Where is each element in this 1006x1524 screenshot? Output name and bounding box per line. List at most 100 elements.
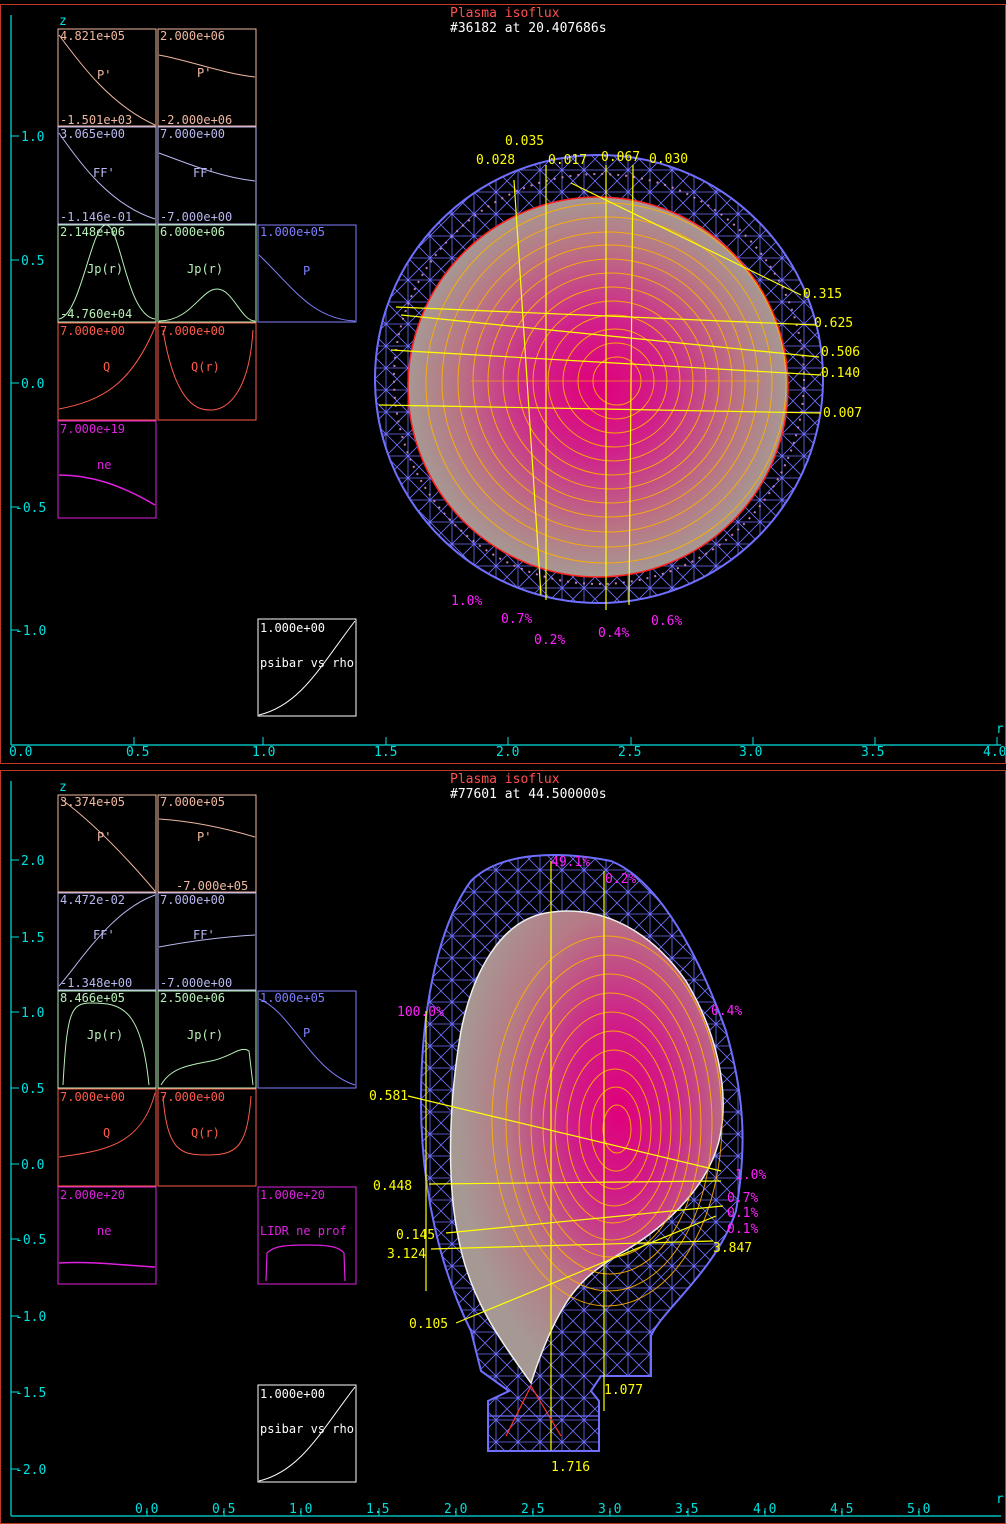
subplot-ffprime-b: 7.000e+00 FF' -7.000e+00: [157, 126, 257, 225]
subplot-max: 7.000e+00: [60, 1090, 125, 1104]
subplot-max: 2.000e+20: [60, 1188, 125, 1202]
y-tick-label: 1.5: [21, 931, 44, 946]
chord-label: 0.145: [396, 1228, 435, 1243]
subplot-ffprime-a: 4.472e-02 FF' -1.348e+00: [57, 892, 157, 991]
subplot-max: 6.000e+06: [160, 225, 225, 239]
percent-label: 0.6%: [651, 614, 682, 629]
y-tick-label: -1.0: [15, 624, 46, 639]
chord-labels: 0.035 0.028 0.017 0.067 0.030 0.315 0.62…: [476, 134, 862, 421]
subplot-label: Q: [103, 1126, 110, 1140]
shot-info: #77601 at 44.500000s: [450, 787, 607, 802]
subplot-label: LIDR ne prof: [260, 1224, 347, 1238]
y-tick-label: -1.0: [15, 1310, 46, 1325]
x-tick-label: 3.5: [675, 1502, 698, 1517]
subplot-label: Q(r): [191, 1126, 220, 1140]
x-tick-label: 2.5: [618, 745, 641, 760]
subplot-min: -7.000e+00: [160, 976, 232, 990]
plasma-cross-section-bottom: [407, 854, 744, 1452]
chord-labels: 0.581 0.448 0.145 3.124 0.105 3.847 1.07…: [369, 1089, 752, 1475]
x-tick-label: 0.5: [212, 1502, 235, 1517]
subplot-max: 3.065e+00: [60, 127, 125, 141]
subplot-pprime-a: 4.821e+05 P' -1.501e+03: [57, 28, 157, 127]
subplot-label: ne: [97, 1224, 111, 1238]
x-tick-label: 4.0: [753, 1502, 776, 1517]
percent-label: 0.4%: [598, 626, 629, 641]
y-tick-label: -2.0: [15, 1463, 46, 1478]
z-axis-label: z: [59, 780, 67, 795]
chord-label: 3.847: [713, 1241, 752, 1256]
x-tick-label: 0.5: [126, 745, 149, 760]
subplot-label: Q: [103, 360, 110, 374]
plasma-cross-section-top: [374, 154, 824, 610]
chord-label: 1.716: [551, 1460, 590, 1475]
percent-label: 0.7%: [727, 1191, 758, 1206]
percent-label: 0.1%: [727, 1222, 758, 1237]
x-tick-label: 3.5: [861, 745, 884, 760]
subplot-label: ne: [97, 458, 111, 472]
y-tick-label: 2.0: [21, 854, 44, 869]
subplot-label: Jp(r): [87, 262, 123, 276]
subplot-pprime-b: 7.000e+05 P' -7.000e+05: [157, 794, 257, 893]
percent-label: 0.2%: [534, 633, 565, 648]
subplot-label: P': [197, 830, 211, 844]
subplot-max: 1.000e+05: [260, 225, 325, 239]
x-tick-label: 1.5: [366, 1502, 389, 1517]
subplot-psibar: 1.000e+00 psibar vs rho: [257, 1384, 357, 1483]
subplot-label: P': [197, 66, 211, 80]
percent-label: 0.7%: [501, 612, 532, 627]
x-tick-label: 0.0: [135, 1502, 158, 1517]
x-tick-label: 3.0: [739, 745, 762, 760]
subplot-max: 4.472e-02: [60, 893, 125, 907]
subplot-jp-a: 8.466e+05 Jp(r): [57, 990, 157, 1089]
subplot-p: 1.000e+05 P: [257, 224, 357, 323]
percent-label: 49.1%: [551, 855, 590, 870]
percent-labels: 1.0% 0.7% 0.2% 0.4% 0.6%: [451, 594, 682, 648]
z-axis-label: z: [59, 14, 67, 29]
subplot-label: FF': [93, 928, 115, 942]
subplot-max: 2.000e+06: [160, 29, 225, 43]
subplot-jp-b: 2.500e+06 Jp(r): [157, 990, 257, 1089]
divertor: [487, 1384, 600, 1452]
subplot-psibar: 1.000e+00 psibar vs rho: [257, 618, 357, 717]
percent-label: 100.0%: [397, 1005, 444, 1020]
x-ticks: 0.0 0.5 1.0 1.5 2.0 2.5 3.0 3.5 4.0: [9, 737, 1005, 760]
diagnostic-chords: [378, 164, 822, 610]
chord-label: 0.035: [505, 134, 544, 149]
subplot-q-a: 7.000e+00 Q: [57, 322, 157, 421]
x-tick-label: 4.0: [983, 745, 1005, 760]
subplot-label: FF': [193, 166, 215, 180]
r-axis-label: r: [996, 722, 1004, 737]
subplot-max: 2.500e+06: [160, 991, 225, 1005]
y-tick-label: -0.5: [15, 1233, 46, 1248]
x-tick-label: 1.0: [289, 1502, 312, 1517]
subplot-max: 7.000e+00: [160, 127, 225, 141]
x-tick-label: 4.5: [830, 1502, 853, 1517]
y-tick-label: 1.0: [21, 130, 44, 145]
subplot-min: -2.000e+06: [160, 113, 232, 127]
subplot-min: -1.501e+03: [60, 113, 132, 127]
percent-label: 1.0%: [735, 1168, 766, 1183]
subplot-label: psibar vs rho: [260, 1422, 354, 1436]
percent-label: 0.1%: [727, 1206, 758, 1221]
subplot-jp-a: 2.148e+06 Jp(r) -4.760e+04: [57, 224, 157, 323]
subplot-min: -1.146e-01: [60, 210, 132, 224]
subplot-label: P': [97, 830, 111, 844]
y-ticks: 1.0 0.5 0.0 -0.5 -1.0: [11, 130, 46, 639]
chord-label: 0.625: [814, 316, 853, 331]
subplot-jp-b: 6.000e+06 Jp(r): [157, 224, 257, 323]
subplot-label: Jp(r): [187, 1028, 223, 1042]
subplot-q-b: 7.000e+00 Q(r): [157, 322, 257, 421]
chord-label: 0.448: [373, 1179, 412, 1194]
subplot-label: Jp(r): [187, 262, 223, 276]
chord-label: 3.124: [387, 1247, 426, 1262]
subplot-max: 3.374e+05: [60, 795, 125, 809]
y-tick-label: 0.5: [21, 1082, 44, 1097]
subplot-pprime-b: 2.000e+06 P' -2.000e+06: [157, 28, 257, 127]
x-tick-label: 2.5: [521, 1502, 544, 1517]
chord-label: 1.077: [604, 1383, 643, 1398]
subplot-min: -4.760e+04: [60, 307, 132, 321]
subplot-ne: 2.000e+20 ne: [57, 1186, 157, 1285]
x-tick-label: 3.0: [598, 1502, 621, 1517]
chord-label: 0.028: [476, 153, 515, 168]
subplot-ffprime-a: 3.065e+00 FF' -1.146e-01: [57, 126, 157, 225]
